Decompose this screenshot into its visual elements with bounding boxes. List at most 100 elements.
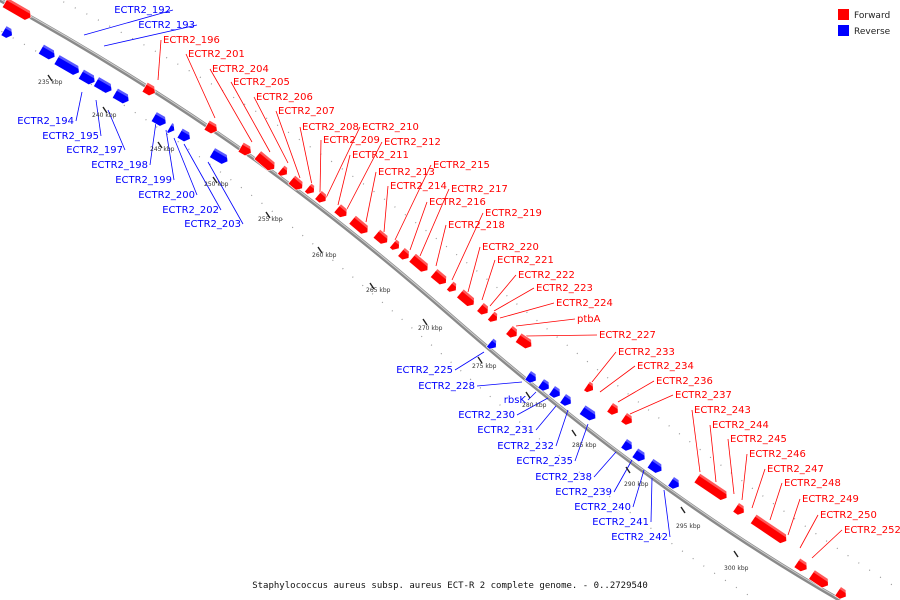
scale-tick-label: 255 kbp xyxy=(258,216,283,223)
forward-feature-callout-line xyxy=(787,498,801,536)
scale-tick xyxy=(265,211,271,219)
reverse-feature-label: ECTR2_239 xyxy=(555,487,612,498)
reverse-feature xyxy=(77,68,96,86)
reverse-feature-label: ECTR2_238 xyxy=(535,472,592,483)
forward-feature-callout-line xyxy=(157,39,162,81)
forward-feature xyxy=(445,280,457,293)
forward-feature-label: ECTR2_207 xyxy=(278,106,335,117)
callout-lines xyxy=(75,9,843,559)
reverse-feature xyxy=(646,458,663,474)
scale-tick xyxy=(102,106,108,114)
forward-feature-callout-line xyxy=(409,201,428,251)
scale-tick xyxy=(625,466,631,474)
forward-feature-callout-line xyxy=(394,164,432,241)
reverse-feature xyxy=(485,337,497,350)
reverse-feature-callout-line xyxy=(663,489,671,538)
forward-feature-callout-line xyxy=(451,212,484,281)
reverse-feature xyxy=(166,122,175,134)
reverse-feature-label: ECTR2_235 xyxy=(516,456,573,467)
scale-tick xyxy=(422,318,428,326)
forward-feature-label: ECTR2_201 xyxy=(188,49,245,60)
forward-feature xyxy=(514,332,532,350)
forward-feature-callout-line xyxy=(525,334,598,337)
reverse-feature-callout-line xyxy=(183,143,222,211)
forward-feature-label: ECTR2_243 xyxy=(694,405,751,416)
forward-feature-callout-line xyxy=(419,188,450,257)
forward-feature-label: ECTR2_244 xyxy=(712,420,769,431)
reverse-feature-label: ECTR2_192 xyxy=(114,5,171,16)
reverse-feature-callout-line xyxy=(650,477,653,523)
forward-feature-label: ECTR2_233 xyxy=(618,347,675,358)
forward-feature xyxy=(429,268,447,286)
forward-feature-callout-line xyxy=(337,154,351,206)
forward-feature-callout-line xyxy=(727,438,735,495)
forward-feature-callout-line xyxy=(209,68,253,143)
reverse-feature-label: ECTR2_228 xyxy=(418,381,475,392)
forward-feature-label: ECTR2_227 xyxy=(599,330,656,341)
reverse-feature-label: ECTR2_242 xyxy=(611,532,668,543)
reverse-feature-callout-line xyxy=(516,397,549,416)
reverse-feature-callout-line xyxy=(149,121,157,166)
legend-forward-label: Forward xyxy=(854,11,890,21)
forward-feature-label: ptbA xyxy=(577,314,601,325)
scale-tick-label: 260 kbp xyxy=(312,252,337,259)
reverse-feature-callout-line xyxy=(527,391,537,401)
scale-tick-label: 300 kbp xyxy=(724,565,749,572)
forward-feature-label: ECTR2_246 xyxy=(749,449,806,460)
reverse-feature-callout-line xyxy=(103,24,198,47)
forward-feature xyxy=(253,150,276,172)
reverse-feature-callout-line xyxy=(95,99,102,137)
reverse-feature-label: ECTR2_232 xyxy=(497,441,554,452)
forward-feature-label: ECTR2_210 xyxy=(362,122,419,133)
forward-feature-label: ECTR2_221 xyxy=(497,255,554,266)
forward-feature-label: ECTR2_217 xyxy=(451,184,508,195)
scale-tick xyxy=(680,506,686,514)
forward-feature xyxy=(141,81,156,97)
forward-feature-callout-line xyxy=(345,141,383,212)
reverse-feature xyxy=(631,447,646,463)
forward-feature xyxy=(408,252,429,273)
forward-feature-label: ECTR2_206 xyxy=(256,92,313,103)
forward-feature xyxy=(303,182,315,195)
forward-feature-callout-line xyxy=(769,482,783,521)
forward-feature-callout-line xyxy=(253,96,289,164)
forward-feature-label: ECTR2_204 xyxy=(212,64,269,75)
legend: Forward Reverse xyxy=(838,9,891,37)
forward-feature-callout-line xyxy=(275,110,301,179)
reverse-feature xyxy=(524,370,537,384)
scale-tick xyxy=(157,141,163,149)
forward-feature-callout-line xyxy=(515,318,576,327)
reverse-feature xyxy=(37,43,56,61)
reverse-feature xyxy=(150,111,167,127)
forward-feature-label: ECTR2_223 xyxy=(536,283,593,294)
reverse-feature-label: ECTR2_240 xyxy=(574,502,631,513)
reverse-feature-label: ECTR2_198 xyxy=(91,160,148,171)
forward-feature-callout-line xyxy=(617,380,655,403)
forward-feature-label: ECTR2_205 xyxy=(233,77,290,88)
forward-feature-callout-line xyxy=(319,139,322,194)
forward-feature xyxy=(749,513,787,544)
forward-feature-callout-line xyxy=(299,126,313,186)
forward-feature-callout-line xyxy=(499,302,555,319)
reverse-feature-callout-line xyxy=(476,381,523,387)
forward-feature-label: ECTR2_237 xyxy=(675,390,732,401)
forward-feature-label: ECTR2_248 xyxy=(784,478,841,489)
forward-feature-callout-line xyxy=(383,185,389,233)
forward-feature xyxy=(693,472,728,501)
forward-feature-callout-line xyxy=(365,171,377,223)
forward-feature-label: ECTR2_247 xyxy=(767,464,824,475)
reverse-feature-label: ECTR2_241 xyxy=(592,517,649,528)
scale-tick xyxy=(477,356,483,364)
forward-feature xyxy=(606,402,619,416)
scale-tick xyxy=(733,550,739,558)
legend-reverse-swatch xyxy=(838,25,849,36)
forward-feature-label: ECTR2_215 xyxy=(433,160,490,171)
forward-feature xyxy=(203,119,218,135)
forward-feature xyxy=(287,174,304,191)
legend-reverse-label: Reverse xyxy=(854,27,891,37)
forward-feature-callout-line xyxy=(599,365,636,393)
scale-tick-label: 275 kbp xyxy=(472,363,497,370)
reverse-feature-label: ECTR2_194 xyxy=(17,116,74,127)
reverse-feature-callout-line xyxy=(75,91,83,122)
